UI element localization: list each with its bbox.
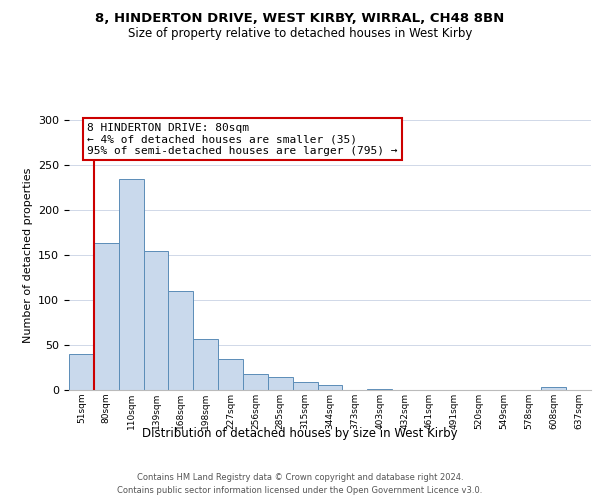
Bar bbox=[119, 178, 143, 390]
Text: Distribution of detached houses by size in West Kirby: Distribution of detached houses by size … bbox=[142, 428, 458, 440]
Bar bbox=[541, 388, 566, 390]
Bar bbox=[143, 252, 169, 390]
Bar bbox=[367, 389, 392, 390]
Bar bbox=[193, 338, 218, 390]
Text: Size of property relative to detached houses in West Kirby: Size of property relative to detached ho… bbox=[128, 28, 472, 40]
Bar bbox=[218, 358, 243, 390]
Bar bbox=[94, 244, 119, 390]
Bar bbox=[243, 374, 268, 390]
Bar bbox=[268, 376, 293, 390]
Y-axis label: Number of detached properties: Number of detached properties bbox=[23, 168, 32, 342]
Text: Contains HM Land Registry data © Crown copyright and database right 2024.: Contains HM Land Registry data © Crown c… bbox=[137, 472, 463, 482]
Bar bbox=[317, 384, 343, 390]
Text: 8 HINDERTON DRIVE: 80sqm
← 4% of detached houses are smaller (35)
95% of semi-de: 8 HINDERTON DRIVE: 80sqm ← 4% of detache… bbox=[87, 122, 398, 156]
Bar bbox=[293, 382, 317, 390]
Bar bbox=[169, 291, 193, 390]
Text: 8, HINDERTON DRIVE, WEST KIRBY, WIRRAL, CH48 8BN: 8, HINDERTON DRIVE, WEST KIRBY, WIRRAL, … bbox=[95, 12, 505, 26]
Text: Contains public sector information licensed under the Open Government Licence v3: Contains public sector information licen… bbox=[118, 486, 482, 495]
Bar bbox=[69, 354, 94, 390]
